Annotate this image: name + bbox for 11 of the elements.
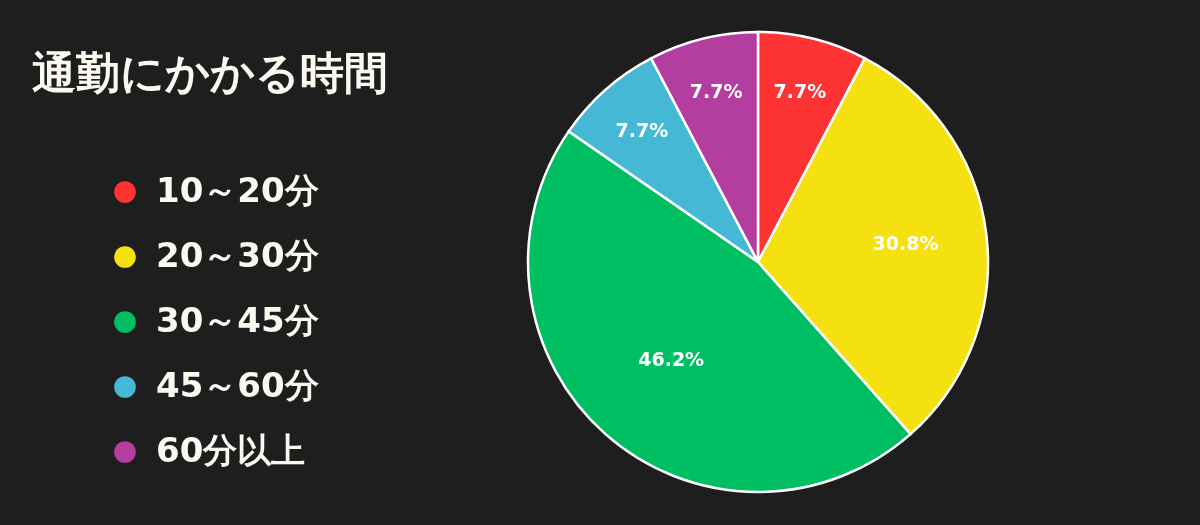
- data-label: 7.7%: [773, 79, 827, 102]
- data-label: 46.2%: [638, 348, 705, 370]
- legend-label: 45～60分: [156, 365, 319, 405]
- legend-label: 10～20分: [156, 170, 319, 210]
- legend-label: 60分以上: [156, 430, 306, 470]
- data-label: 7.7%: [615, 118, 669, 141]
- chart-title: 通勤にかかる時間: [32, 47, 388, 98]
- data-label: 7.7%: [689, 79, 743, 102]
- data-label: 30.8%: [872, 232, 939, 255]
- legend-label: 30～45分: [156, 300, 319, 340]
- legend-label: 20～30分: [156, 235, 319, 275]
